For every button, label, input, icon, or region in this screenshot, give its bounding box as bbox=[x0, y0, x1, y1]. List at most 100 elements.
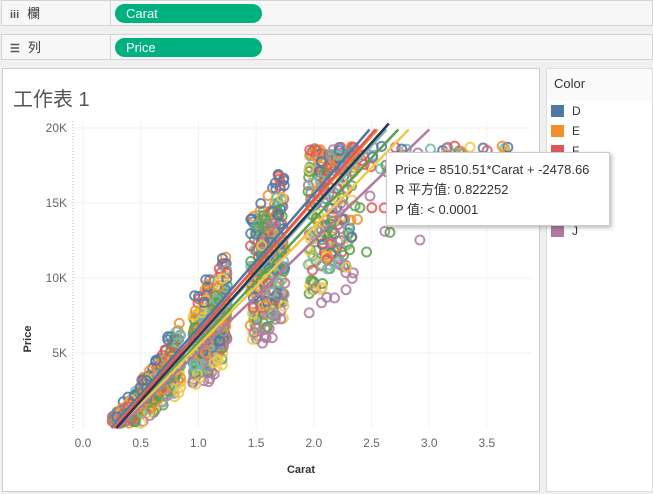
data-point[interactable] bbox=[304, 144, 316, 156]
trend-line[interactable] bbox=[113, 128, 377, 429]
data-point[interactable] bbox=[173, 387, 185, 399]
data-point[interactable] bbox=[195, 303, 207, 315]
data-point[interactable] bbox=[188, 359, 200, 371]
data-point[interactable] bbox=[201, 366, 213, 378]
data-point[interactable] bbox=[332, 149, 344, 161]
carat-pill[interactable]: Carat bbox=[115, 4, 262, 23]
data-point[interactable] bbox=[351, 213, 363, 225]
data-point[interactable] bbox=[208, 357, 220, 369]
data-point[interactable] bbox=[316, 260, 328, 272]
data-point[interactable] bbox=[346, 272, 358, 284]
data-point[interactable] bbox=[379, 225, 391, 237]
scatter-chart[interactable]: Price Carat 0.0 0.5 1.0 1.5 2.0 2.5 3.0 3.5 5K 10… bbox=[3, 69, 539, 491]
data-point[interactable] bbox=[464, 141, 476, 153]
data-point[interactable] bbox=[220, 320, 232, 332]
trend-line[interactable] bbox=[110, 128, 371, 429]
data-point[interactable] bbox=[255, 198, 267, 210]
data-point[interactable] bbox=[319, 173, 331, 185]
data-point[interactable] bbox=[442, 141, 454, 153]
data-point[interactable] bbox=[278, 180, 290, 192]
data-point[interactable] bbox=[315, 297, 327, 309]
data-point[interactable] bbox=[259, 213, 271, 225]
data-point[interactable] bbox=[334, 235, 346, 247]
data-point[interactable] bbox=[245, 228, 257, 240]
data-point[interactable] bbox=[247, 308, 259, 320]
data-point[interactable] bbox=[165, 331, 177, 343]
data-point[interactable] bbox=[174, 372, 186, 384]
data-point[interactable] bbox=[303, 163, 315, 175]
data-point[interactable] bbox=[340, 284, 352, 296]
trend-line[interactable] bbox=[117, 128, 410, 429]
data-point[interactable] bbox=[265, 287, 277, 299]
legend-item[interactable]: D bbox=[547, 101, 652, 121]
data-point[interactable] bbox=[271, 192, 283, 204]
data-point[interactable] bbox=[245, 240, 257, 252]
data-point[interactable] bbox=[150, 354, 162, 366]
data-point[interactable] bbox=[354, 202, 366, 214]
data-point[interactable] bbox=[190, 366, 202, 378]
data-point[interactable] bbox=[221, 264, 233, 276]
data-point[interactable] bbox=[189, 305, 201, 317]
data-point[interactable] bbox=[273, 276, 285, 288]
data-point[interactable] bbox=[344, 244, 356, 256]
data-point[interactable] bbox=[259, 330, 271, 342]
data-point[interactable] bbox=[168, 334, 180, 346]
price-pill[interactable]: Price bbox=[115, 38, 262, 57]
data-point[interactable] bbox=[214, 335, 226, 347]
data-point[interactable] bbox=[449, 140, 461, 152]
data-point[interactable] bbox=[247, 333, 259, 345]
data-point[interactable] bbox=[272, 209, 284, 221]
data-point[interactable] bbox=[200, 347, 212, 359]
data-point[interactable] bbox=[279, 277, 291, 289]
data-point[interactable] bbox=[502, 141, 514, 153]
data-point[interactable] bbox=[247, 292, 259, 304]
data-point[interactable] bbox=[196, 307, 208, 319]
data-point[interactable] bbox=[306, 264, 318, 276]
data-point[interactable] bbox=[152, 393, 164, 405]
data-point[interactable] bbox=[305, 284, 317, 296]
data-point[interactable] bbox=[325, 218, 337, 230]
data-point[interactable] bbox=[162, 334, 174, 346]
data-point[interactable] bbox=[361, 246, 373, 258]
data-point[interactable] bbox=[257, 337, 269, 349]
data-point[interactable] bbox=[208, 368, 220, 380]
data-point[interactable] bbox=[329, 292, 341, 304]
data-point[interactable] bbox=[364, 190, 376, 202]
data-point[interactable] bbox=[315, 156, 327, 168]
data-point[interactable] bbox=[317, 237, 329, 249]
data-point[interactable] bbox=[346, 231, 358, 243]
data-point[interactable] bbox=[217, 273, 229, 285]
data-point[interactable] bbox=[219, 257, 231, 269]
data-point[interactable] bbox=[278, 300, 290, 312]
data-point[interactable] bbox=[260, 299, 272, 311]
data-point[interactable] bbox=[252, 221, 264, 233]
data-point[interactable] bbox=[310, 282, 322, 294]
data-point[interactable] bbox=[262, 189, 274, 201]
data-point[interactable] bbox=[341, 261, 353, 273]
data-point[interactable] bbox=[333, 145, 345, 157]
data-point[interactable] bbox=[201, 278, 213, 290]
data-point[interactable] bbox=[250, 322, 262, 334]
data-point[interactable] bbox=[267, 307, 279, 319]
legend-item[interactable]: E bbox=[547, 121, 652, 141]
data-point[interactable] bbox=[275, 204, 287, 216]
data-point[interactable] bbox=[414, 234, 426, 246]
data-point[interactable] bbox=[262, 277, 274, 289]
data-point[interactable] bbox=[321, 254, 333, 266]
data-point[interactable] bbox=[256, 240, 268, 252]
data-point[interactable] bbox=[247, 302, 259, 314]
data-point[interactable] bbox=[333, 256, 345, 268]
data-point[interactable] bbox=[347, 267, 359, 279]
data-point[interactable] bbox=[260, 289, 272, 301]
data-point[interactable] bbox=[384, 226, 396, 238]
data-point[interactable] bbox=[337, 199, 349, 211]
data-point[interactable] bbox=[216, 252, 228, 264]
trend-line[interactable] bbox=[118, 128, 431, 429]
data-point[interactable] bbox=[340, 267, 352, 279]
data-point[interactable] bbox=[209, 290, 221, 302]
data-point[interactable] bbox=[376, 140, 388, 152]
data-point[interactable] bbox=[365, 161, 377, 173]
data-point[interactable] bbox=[276, 192, 288, 204]
legend-item[interactable]: J bbox=[547, 221, 652, 241]
data-point[interactable] bbox=[316, 281, 328, 293]
